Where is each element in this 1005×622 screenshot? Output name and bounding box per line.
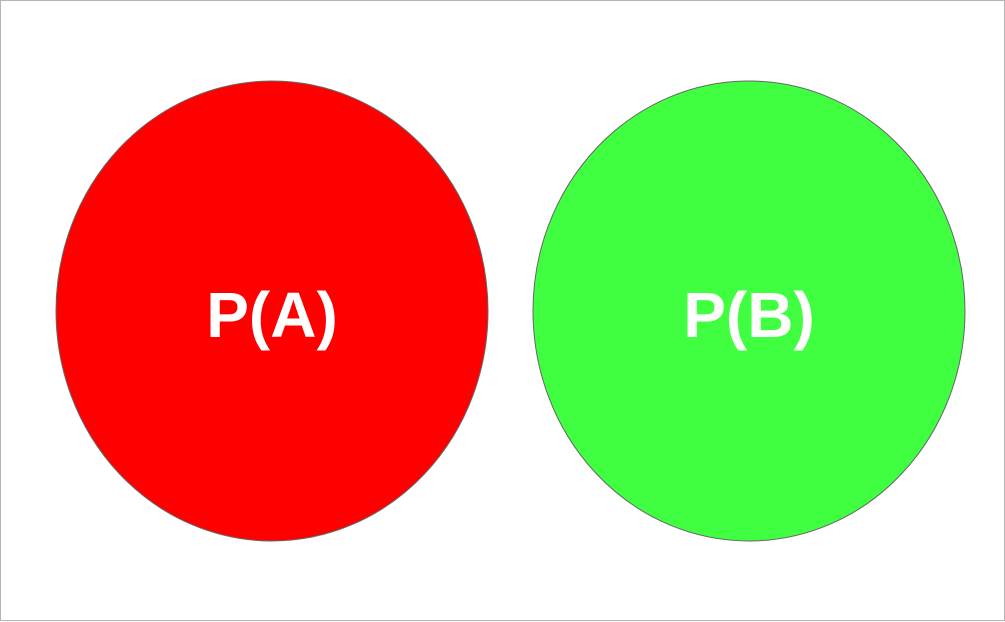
set-a-circle (55, 80, 489, 542)
set-b-circle (532, 80, 966, 542)
set-b-label: P(B) (683, 279, 815, 351)
set-a-label: P(A) (206, 279, 338, 351)
set-a: P(A) (55, 80, 489, 542)
set-b: P(B) (532, 80, 966, 542)
